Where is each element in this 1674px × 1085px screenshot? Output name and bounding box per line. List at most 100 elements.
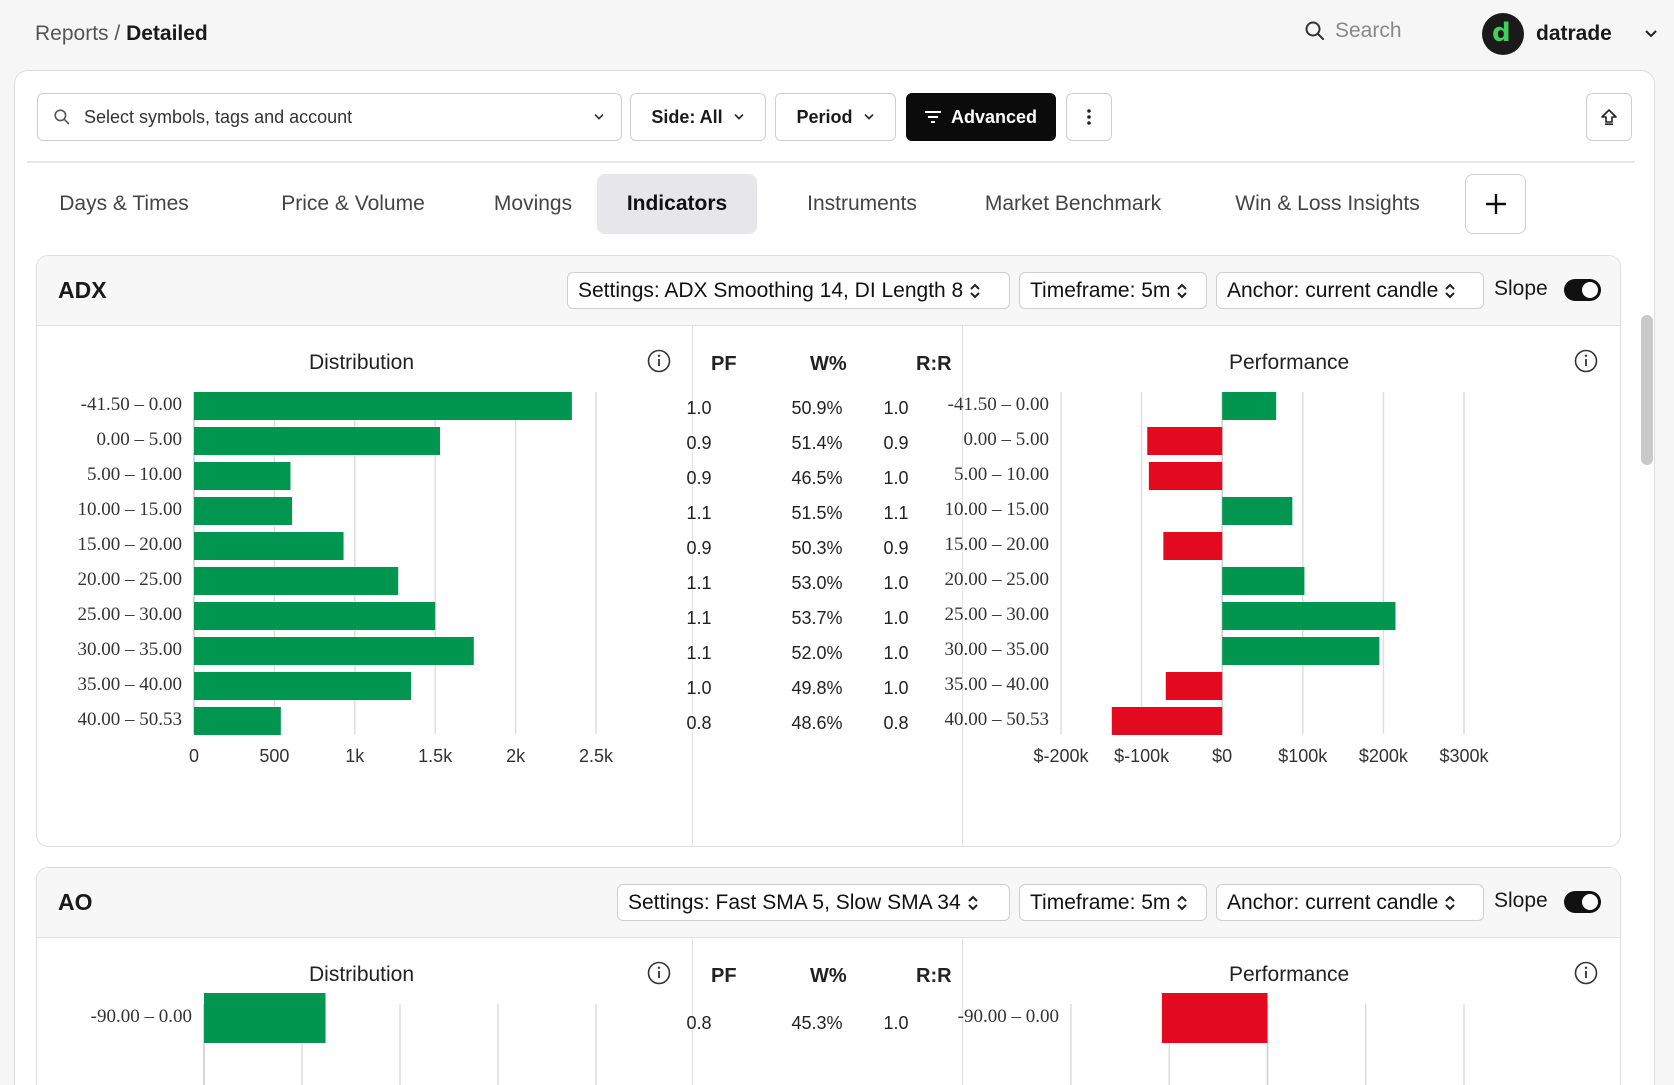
chart-bar[interactable] <box>1222 602 1396 630</box>
y-tick-label: 30.00 – 35.00 <box>77 639 183 660</box>
pf-cell: 1.1 <box>686 503 712 523</box>
table-header-pf: PF <box>711 965 737 987</box>
y-tick-label: 20.00 – 25.00 <box>77 569 183 590</box>
chart-bar[interactable] <box>194 707 281 735</box>
performance-title: Performance <box>1229 351 1350 374</box>
tab-days-times[interactable]: Days & Times <box>59 192 189 215</box>
chart-bar[interactable] <box>1165 672 1223 700</box>
risk-reward-cell: 1.0 <box>883 608 909 628</box>
tab-price-volume[interactable]: Price & Volume <box>281 192 425 215</box>
chart-bar[interactable] <box>1148 462 1223 490</box>
risk-reward-cell: 0.8 <box>883 713 909 733</box>
risk-reward-cell: 1.0 <box>883 643 909 663</box>
chart-bar[interactable] <box>1222 637 1380 665</box>
slope-toggle[interactable] <box>1564 279 1601 301</box>
chart-bar[interactable] <box>1111 707 1223 735</box>
settings-select[interactable]: Settings: Fast SMA 5, Slow SMA 34 <box>617 884 1010 921</box>
y-tick-label: 10.00 – 15.00 <box>944 499 1050 520</box>
timeframe-select[interactable]: Timeframe: 5m <box>1019 884 1207 921</box>
pf-cell: 0.8 <box>686 713 712 733</box>
y-tick-label: 25.00 – 30.00 <box>77 604 183 625</box>
win-rate-cell: 45.3% <box>791 1013 843 1033</box>
risk-reward-cell: 1.0 <box>883 573 909 593</box>
advanced-filter-button[interactable]: Advanced <box>906 93 1056 141</box>
side-filter-button[interactable]: Side: All <box>630 93 766 141</box>
tab-movings[interactable]: Movings <box>493 192 573 215</box>
y-tick-label: 20.00 – 25.00 <box>944 569 1050 590</box>
tab-market-benchmark[interactable]: Market Benchmark <box>984 192 1162 215</box>
win-rate-cell: 52.0% <box>791 643 843 663</box>
share-icon <box>1601 109 1617 125</box>
tab-win-loss-insights[interactable]: Win & Loss Insights <box>1235 192 1420 215</box>
tab-indicators[interactable]: Indicators <box>597 174 757 234</box>
chart-bar[interactable] <box>194 462 291 490</box>
table-header-win-rate: W% <box>810 965 847 987</box>
global-search-placeholder: Search <box>1335 19 1402 42</box>
chart-bar[interactable] <box>194 672 412 700</box>
chevron-down-icon <box>863 114 874 120</box>
pf-cell: 1.1 <box>686 608 712 628</box>
chart-bar[interactable] <box>1163 532 1223 560</box>
x-tick-label: $200k <box>1358 746 1408 766</box>
timeframe-select[interactable]: Timeframe: 5m <box>1019 272 1207 309</box>
share-button[interactable] <box>1586 93 1632 141</box>
chart-bar[interactable] <box>194 602 436 630</box>
pf-cell: 1.0 <box>686 678 712 698</box>
settings-select-value: Settings: ADX Smoothing 14, DI Length 8 <box>578 278 964 302</box>
period-filter-button[interactable]: Period <box>775 93 896 141</box>
pf-cell: 1.1 <box>686 643 712 663</box>
info-icon[interactable] <box>647 349 671 373</box>
x-tick-label: $0 <box>1212 746 1233 766</box>
info-icon[interactable] <box>1574 961 1598 985</box>
chart-bar[interactable] <box>194 637 474 665</box>
anchor-select[interactable]: Anchor: current candle <box>1216 272 1484 309</box>
more-options-button[interactable] <box>1066 93 1112 141</box>
breadcrumb-parent[interactable]: Reports <box>35 22 109 45</box>
chart-bar[interactable] <box>1222 497 1293 525</box>
indicator-card-adx: ADX Settings: ADX Smoothing 14, DI Lengt… <box>36 255 1621 847</box>
risk-reward-cell: 1.1 <box>883 503 909 523</box>
y-tick-label: -90.00 – 0.00 <box>90 1006 192 1027</box>
scrollbar[interactable] <box>1641 315 1653 465</box>
chart-bar[interactable] <box>194 532 344 560</box>
settings-select[interactable]: Settings: ADX Smoothing 14, DI Length 8 <box>567 272 1010 309</box>
pf-cell: 0.9 <box>686 468 712 488</box>
performance-title: Performance <box>1229 963 1350 986</box>
y-tick-label: -90.00 – 0.00 <box>957 1006 1059 1027</box>
filter-icon <box>924 111 941 123</box>
anchor-select-value: Anchor: current candle <box>1227 278 1439 302</box>
risk-reward-cell: 1.0 <box>883 1013 909 1033</box>
chart-bar[interactable] <box>194 497 293 525</box>
info-icon[interactable] <box>647 961 671 985</box>
y-tick-label: -41.50 – 0.00 <box>80 394 182 415</box>
sort-icon <box>1177 895 1188 910</box>
filter-divider <box>27 161 1635 163</box>
chart-bar[interactable] <box>1222 567 1305 595</box>
anchor-select[interactable]: Anchor: current candle <box>1216 884 1484 921</box>
info-icon[interactable] <box>1574 349 1598 373</box>
chart-bar[interactable] <box>204 993 326 1043</box>
global-search[interactable]: Search <box>1305 19 1402 43</box>
y-tick-label: 25.00 – 30.00 <box>944 604 1050 625</box>
tab-instruments[interactable]: Instruments <box>807 192 917 215</box>
add-tab-button[interactable] <box>1465 174 1526 234</box>
chevron-down-icon <box>734 114 744 120</box>
symbol-select[interactable]: Select symbols, tags and account <box>37 93 622 141</box>
anchor-select-value: Anchor: current candle <box>1227 890 1439 914</box>
slope-toggle[interactable] <box>1564 891 1601 913</box>
distribution-title: Distribution <box>309 351 415 374</box>
chart-bar[interactable] <box>194 427 441 455</box>
user-menu[interactable]: d datrade <box>1482 13 1658 55</box>
period-filter-label: Period <box>796 106 853 127</box>
side-filter-label: Side: All <box>651 106 723 127</box>
symbol-select-placeholder: Select symbols, tags and account <box>84 106 353 127</box>
x-tick-label: $100k <box>1278 746 1328 766</box>
chart-bar[interactable] <box>194 567 399 595</box>
chart-bar[interactable] <box>1147 427 1223 455</box>
chart-bar[interactable] <box>1161 993 1268 1043</box>
chart-bar[interactable] <box>194 392 572 420</box>
y-tick-label: 0.00 – 5.00 <box>96 429 183 450</box>
win-rate-cell: 48.6% <box>791 713 843 733</box>
chart-bar[interactable] <box>1222 392 1277 420</box>
y-tick-label: 35.00 – 40.00 <box>77 674 183 695</box>
